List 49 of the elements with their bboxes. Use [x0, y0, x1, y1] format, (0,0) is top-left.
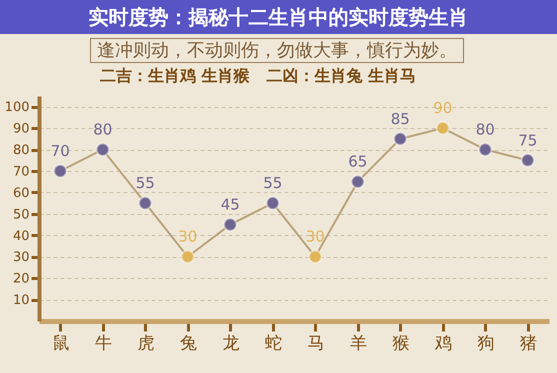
x-tick-label: 狗	[477, 334, 494, 352]
x-tick-label: 牛	[94, 334, 112, 352]
data-label: 65	[348, 152, 368, 171]
y-tick-label: 30	[12, 250, 30, 266]
x-tick-label: 兔	[180, 334, 197, 352]
data-label: 45	[220, 196, 240, 214]
data-label: 80	[93, 120, 112, 139]
x-tick-label: 马	[307, 334, 324, 352]
point	[308, 250, 322, 264]
data-label: 30	[178, 228, 198, 246]
y-tick-label: 90	[12, 122, 30, 137]
y-tick-label: 10	[12, 293, 30, 308]
point	[53, 164, 68, 178]
y-tick-label: 50	[12, 207, 30, 222]
x-tick-label: 蛇	[264, 334, 282, 352]
data-label: 85	[390, 110, 410, 128]
x-tick-label: 龙	[222, 334, 240, 352]
y-tick-label: 20	[12, 272, 30, 287]
y-tick-label: 60	[12, 186, 30, 201]
point	[138, 196, 152, 210]
point	[180, 250, 195, 264]
data-label: 55	[263, 174, 282, 192]
data-label: 90	[433, 99, 452, 118]
x-tick-label: 羊	[350, 334, 367, 352]
chart-title: 实时度势：揭秘十二生肖中的实时度势生肖	[0, 0, 557, 34]
point	[393, 132, 408, 146]
text: 二吉：生肖鸡 生肖猴 二凶：生肖兔 生肖马	[100, 66, 416, 87]
point	[520, 153, 535, 168]
point	[96, 142, 110, 157]
y-tick-label: 70	[12, 164, 30, 180]
x-tick-label: 虎	[137, 334, 154, 352]
x-tick-label: 猴	[392, 334, 410, 352]
x-tick-label: 鸡	[434, 334, 452, 352]
data-label: 30	[306, 228, 325, 246]
y-tick-label: 100	[4, 100, 30, 116]
point	[350, 174, 365, 189]
point	[436, 121, 450, 136]
data-label: 70	[50, 142, 70, 160]
data-label: 75	[518, 131, 538, 150]
y-tick-label: 80	[12, 143, 30, 158]
data-label: 80	[476, 120, 495, 139]
x-tick-label: 猪	[520, 334, 537, 352]
point	[266, 196, 280, 210]
point	[478, 142, 492, 157]
x-tick-label: 鼠	[52, 334, 70, 352]
y-tick-label: 40	[12, 228, 30, 244]
point	[223, 217, 238, 232]
chart-subtitle: 逢冲则动，不动则伤，勿做大事，慎行为妙。	[90, 38, 464, 63]
data-label: 55	[136, 174, 155, 192]
